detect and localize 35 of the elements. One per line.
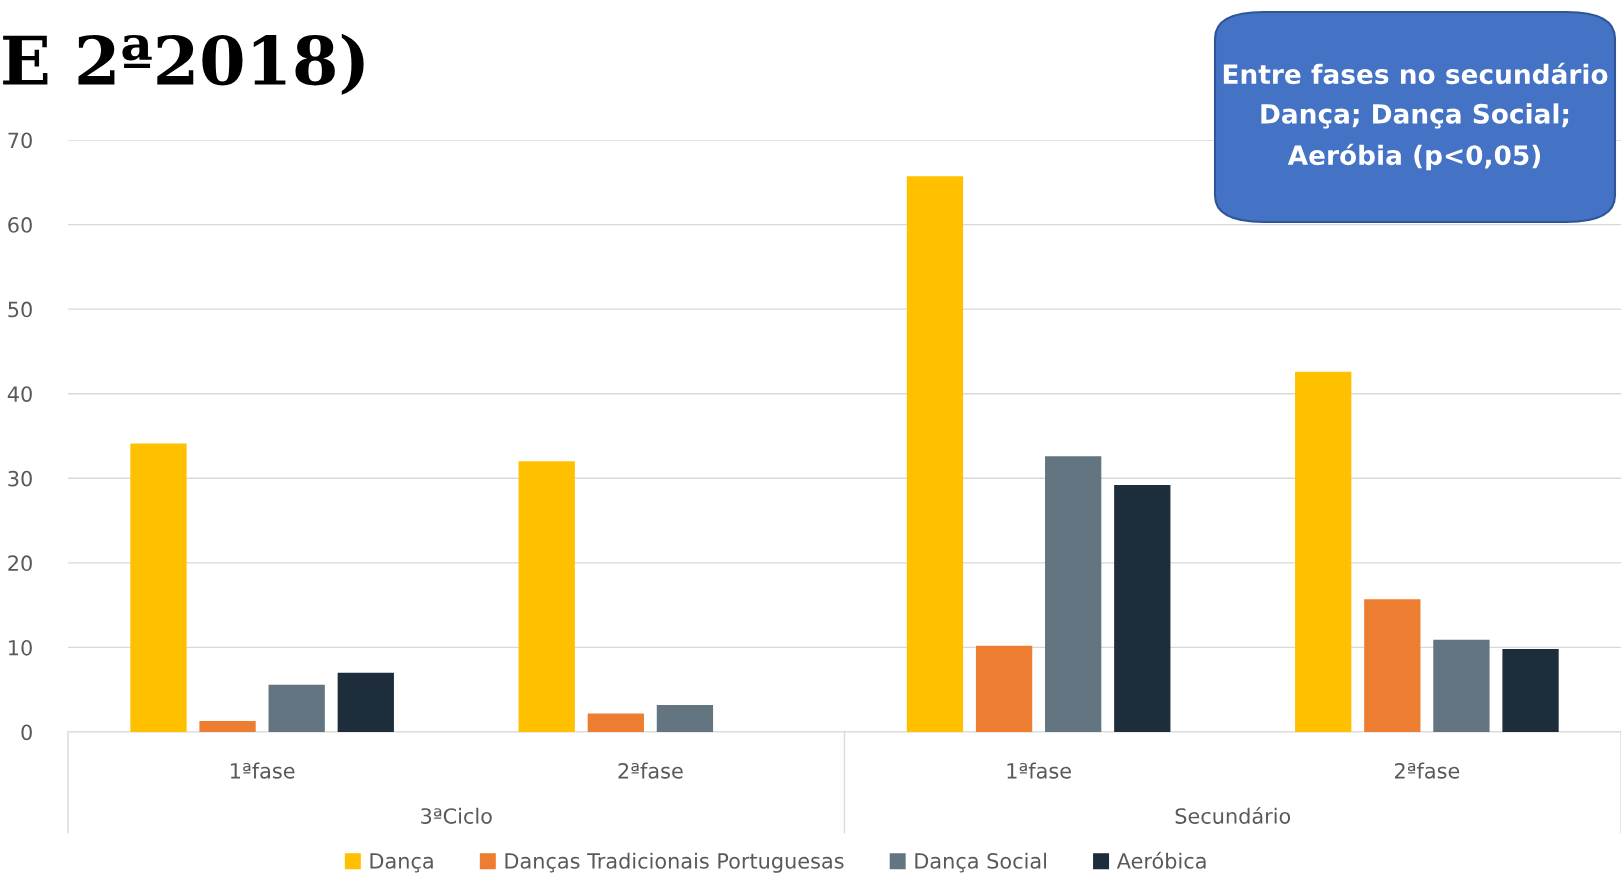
y-tick-label: 30 [8, 470, 32, 487]
bar [337, 672, 394, 732]
text: Secundário [1175, 806, 1291, 824]
bar [656, 704, 714, 732]
bar [906, 176, 964, 732]
bar [130, 443, 187, 732]
bar [199, 721, 256, 732]
x-tick-label: 1ªfase [230, 762, 295, 779]
x-tick-label: 1ªfase [1007, 762, 1071, 779]
legend-label: Danças Tradicionais Portuguesas [505, 852, 844, 873]
bar [1295, 371, 1352, 732]
y-tick-label: 20 [8, 555, 32, 572]
x-tick-label: 2ªfase [618, 762, 683, 779]
bar [1114, 485, 1171, 732]
x-tick-label: 2ªfase [1394, 762, 1460, 779]
bar [975, 645, 1033, 732]
legend-label: Dança [370, 853, 433, 873]
bar [268, 684, 325, 732]
legend-label: Aeróbica [1116, 851, 1206, 869]
y-tick-label: 0 [21, 724, 32, 741]
bar [518, 461, 575, 732]
y-tick-label: 70 [8, 132, 32, 149]
annotation: Entre fases no secundário Dança; Dança Social; Aeróbia (p<0,05) [1223, 62, 1608, 171]
y-tick-label: 40 [7, 386, 32, 402]
y-tick-label: 10 [9, 639, 32, 656]
chart-title: E 2ª2018) [3, 33, 364, 95]
text: 3ªCiclo [421, 807, 492, 824]
y-tick-label: 60 [8, 217, 32, 233]
bar [1502, 649, 1559, 732]
y-tick-label: 50 [8, 301, 32, 318]
legend-label: Dança Social [915, 852, 1046, 873]
bar [1364, 599, 1421, 732]
bar [587, 713, 644, 732]
bar [1433, 639, 1490, 732]
bar [1045, 456, 1102, 732]
